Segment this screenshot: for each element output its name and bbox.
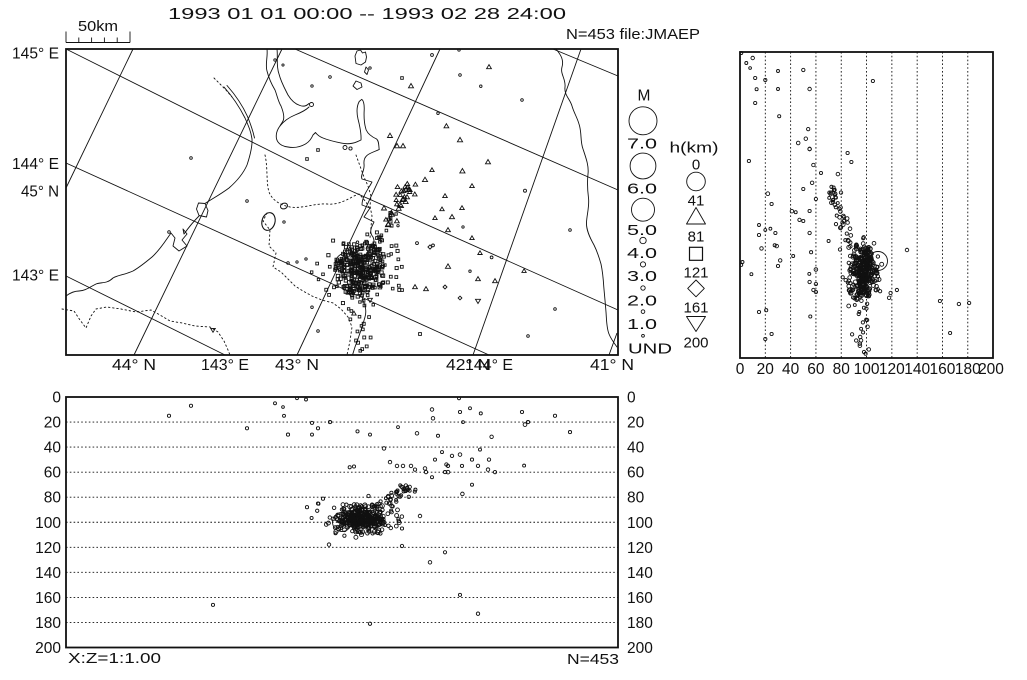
svg-text:143° E: 143° E <box>201 357 249 374</box>
svg-text:43° N: 43° N <box>275 357 319 374</box>
svg-text:0: 0 <box>52 390 61 407</box>
svg-text:4.0: 4.0 <box>627 245 657 262</box>
svg-text:UND: UND <box>628 341 672 358</box>
svg-text:180: 180 <box>955 361 981 378</box>
svg-text:60: 60 <box>807 361 825 378</box>
svg-text:200: 200 <box>35 640 61 657</box>
svg-text:h(km): h(km) <box>670 140 719 157</box>
svg-text:180: 180 <box>627 615 653 632</box>
svg-text:80: 80 <box>627 490 645 507</box>
svg-text:20: 20 <box>757 361 775 378</box>
svg-text:81: 81 <box>688 229 705 246</box>
svg-text:40: 40 <box>627 440 645 457</box>
svg-text:144° E: 144° E <box>465 357 513 374</box>
svg-text:M: M <box>638 88 651 105</box>
svg-text:6.0: 6.0 <box>627 181 657 198</box>
svg-text:0: 0 <box>627 390 636 407</box>
svg-text:42° N: 42° N <box>446 357 490 374</box>
svg-text:0: 0 <box>692 157 700 174</box>
svg-text:161: 161 <box>683 300 708 317</box>
svg-text:40: 40 <box>44 440 62 457</box>
svg-text:60: 60 <box>627 465 645 482</box>
svg-text:N=453: N=453 <box>567 651 619 668</box>
svg-text:120: 120 <box>627 540 653 557</box>
svg-text:100: 100 <box>35 515 61 532</box>
svg-text:45° N: 45° N <box>21 184 59 201</box>
svg-text:144° E: 144° E <box>12 156 59 173</box>
svg-text:X:Z=1:1.00: X:Z=1:1.00 <box>68 650 161 667</box>
svg-text:100: 100 <box>854 361 880 378</box>
svg-text:80: 80 <box>833 361 851 378</box>
svg-text:80: 80 <box>44 490 62 507</box>
svg-text:140: 140 <box>35 565 61 582</box>
svg-text:44° N: 44° N <box>112 357 156 374</box>
svg-text:160: 160 <box>627 590 653 607</box>
svg-text:180: 180 <box>35 615 61 632</box>
svg-text:121: 121 <box>683 265 708 282</box>
svg-text:3.0: 3.0 <box>627 268 657 285</box>
svg-text:160: 160 <box>35 590 61 607</box>
svg-text:40: 40 <box>782 361 800 378</box>
svg-text:120: 120 <box>879 361 905 378</box>
svg-text:200: 200 <box>683 335 708 352</box>
svg-text:50km: 50km <box>78 18 118 35</box>
svg-text:100: 100 <box>627 515 653 532</box>
svg-text:145° E: 145° E <box>12 46 59 63</box>
svg-text:200: 200 <box>978 361 1004 378</box>
svg-text:140: 140 <box>904 361 930 378</box>
svg-text:120: 120 <box>35 540 61 557</box>
svg-text:160: 160 <box>930 361 956 378</box>
svg-text:7.0: 7.0 <box>627 136 657 153</box>
svg-text:41° N: 41° N <box>590 357 634 374</box>
svg-text:5.0: 5.0 <box>627 222 657 239</box>
svg-text:143° E: 143° E <box>12 268 59 285</box>
svg-text:1993 01 01 00:00 -- 1993 02 28: 1993 01 01 00:00 -- 1993 02 28 24:00 <box>168 6 566 23</box>
svg-text:N=453 file:JMAEP: N=453 file:JMAEP <box>566 26 700 43</box>
svg-text:140: 140 <box>627 565 653 582</box>
svg-text:20: 20 <box>627 415 645 432</box>
svg-text:60: 60 <box>44 465 62 482</box>
svg-text:1.0: 1.0 <box>627 316 657 333</box>
svg-text:0: 0 <box>736 361 745 378</box>
svg-text:200: 200 <box>627 640 653 657</box>
svg-text:2.0: 2.0 <box>627 293 657 310</box>
svg-text:20: 20 <box>44 415 62 432</box>
svg-text:41: 41 <box>688 193 705 210</box>
